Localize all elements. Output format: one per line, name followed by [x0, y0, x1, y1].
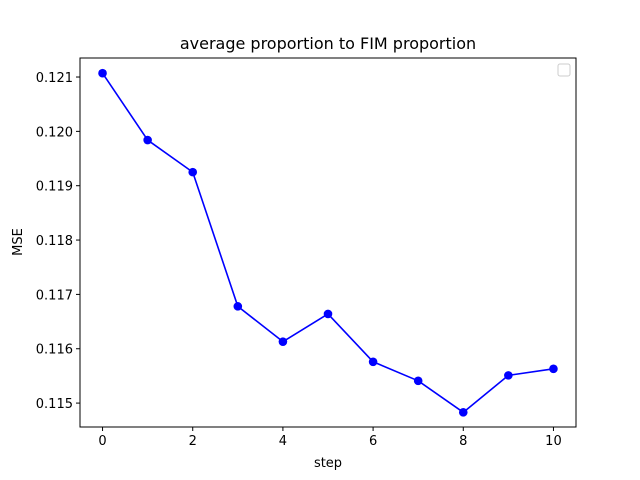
chart-title: average proportion to FIM proportion [180, 34, 476, 53]
y-tick-label: 0.119 [36, 180, 73, 195]
x-axis-title: step [314, 456, 342, 471]
data-point [368, 357, 378, 367]
y-tick-label: 0.121 [36, 71, 73, 86]
data-point [504, 371, 513, 380]
x-tick-label: 10 [545, 434, 562, 449]
x-tick-label: 4 [279, 434, 287, 449]
data-point [458, 408, 468, 417]
x-tick-label: 8 [459, 434, 467, 449]
x-tick-label: 2 [189, 434, 197, 449]
data-point [188, 167, 198, 177]
data-point [549, 364, 558, 374]
y-tick-label: 0.115 [36, 397, 73, 412]
data-point [413, 376, 423, 386]
x-axis-ticks: 0 2 4 6 8 10 [98, 427, 562, 449]
y-tick-label: 0.116 [36, 343, 73, 358]
x-tick-label: 0 [98, 434, 106, 449]
data-point [233, 302, 243, 311]
plot-area [80, 58, 576, 427]
series-layer [98, 68, 558, 417]
data-point [323, 309, 333, 319]
y-axis-ticks: 0.115 0.116 0.117 0.118 0.119 0.120 0.121 [36, 71, 80, 412]
y-tick-label: 0.118 [36, 234, 73, 249]
data-point [98, 68, 107, 78]
data-point [143, 135, 152, 145]
x-tick-label: 6 [369, 434, 377, 449]
data-point [278, 337, 288, 346]
plot-frame [79, 57, 577, 428]
y-tick-label: 0.117 [36, 288, 73, 303]
legend-box [557, 63, 571, 77]
y-axis-title: MSE [11, 228, 26, 256]
y-tick-label: 0.120 [36, 125, 73, 140]
